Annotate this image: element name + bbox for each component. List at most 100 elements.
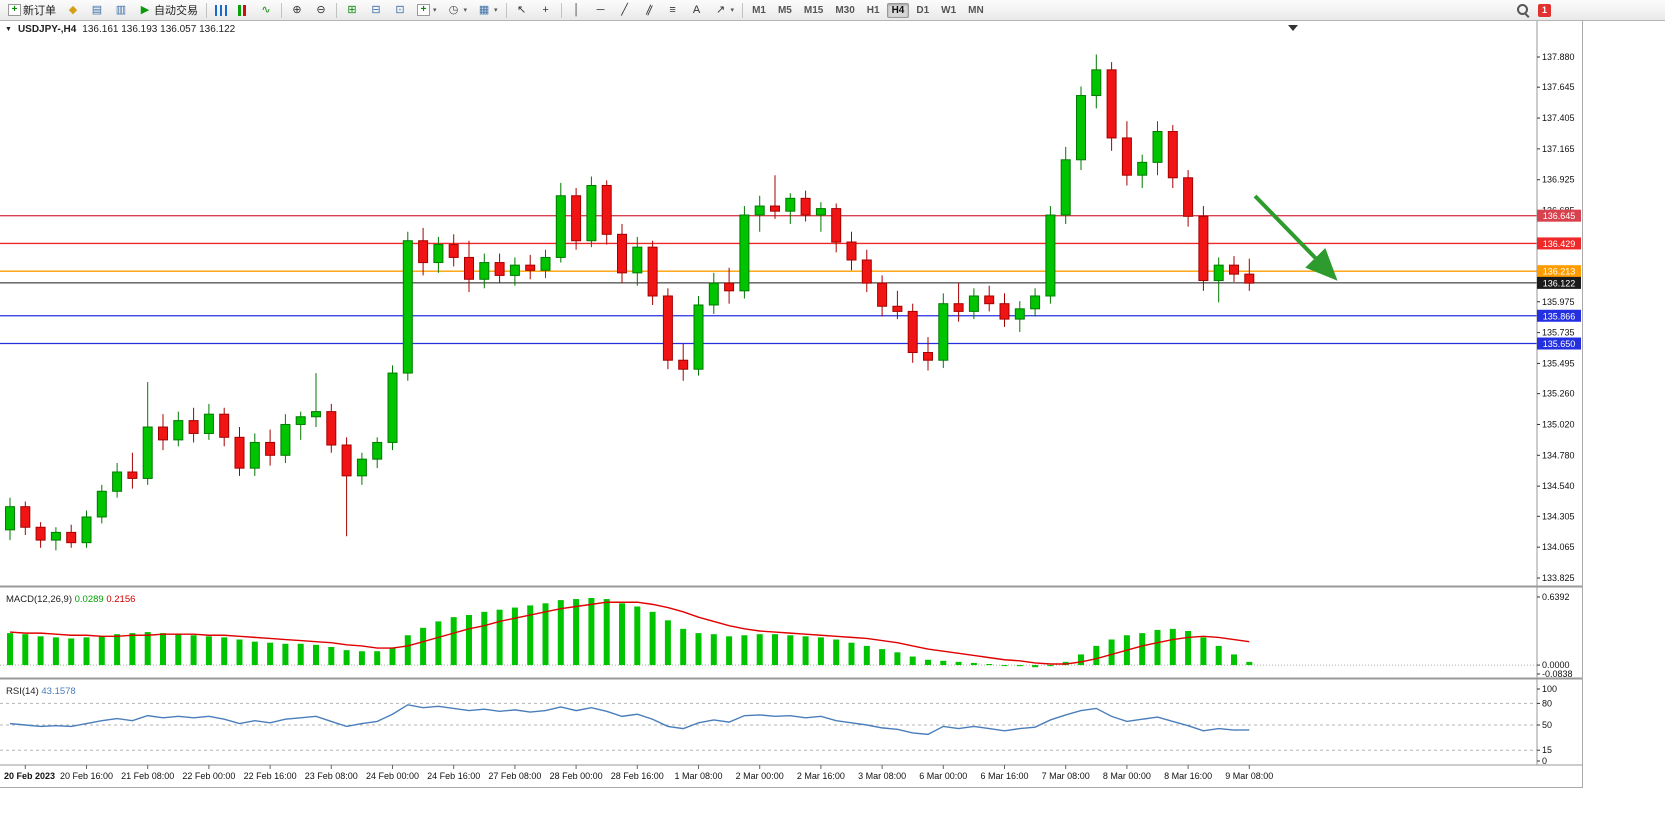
trend-arrow-annotation[interactable] — [1253, 194, 1338, 281]
channel-button[interactable]: ∥ — [638, 2, 660, 19]
macd-axis-tick: 0.0000 — [1542, 660, 1570, 670]
data-window-button[interactable]: ▥ — [110, 2, 132, 19]
macd-bar — [1001, 665, 1008, 667]
price-badge-136.213: 136.213 — [1537, 265, 1581, 278]
time-axis-label[interactable]: 28 Feb 00:00 — [550, 771, 603, 781]
arrange-windows-button[interactable]: ⊡ — [389, 2, 411, 19]
time-axis-label[interactable]: 27 Feb 08:00 — [488, 771, 541, 781]
crosshair-button[interactable]: + — [535, 2, 557, 19]
cursor-button[interactable]: ↖ — [511, 2, 533, 19]
timeframe-h1[interactable]: H1 — [862, 3, 885, 18]
zoom-out-button[interactable]: ⊖ — [310, 2, 332, 19]
line-chart-button[interactable]: ∿ — [255, 2, 277, 19]
notification-badge[interactable]: 1 — [1538, 3, 1551, 17]
candle — [341, 437, 352, 537]
timeframe-d1[interactable]: D1 — [911, 3, 934, 18]
time-axis-label[interactable]: 6 Mar 16:00 — [980, 771, 1028, 781]
price-axis-tick: 135.020 — [1542, 419, 1575, 429]
macd-axis-tick: 0.6392 — [1542, 592, 1570, 602]
time-axis-label[interactable]: 23 Feb 08:00 — [305, 771, 358, 781]
autotrading-button[interactable]: ▶ 自动交易 — [134, 0, 202, 20]
candle — [219, 407, 230, 447]
candle — [662, 288, 673, 370]
time-axis-label[interactable]: 7 Mar 08:00 — [1042, 771, 1090, 781]
price-axis-tick: 135.260 — [1542, 389, 1575, 399]
search-icon[interactable] — [1516, 3, 1530, 17]
tile-windows-button[interactable]: ⊞ — [341, 2, 363, 19]
templates-button[interactable]: ▦ ▾ — [473, 2, 502, 19]
time-axis-label[interactable]: 21 Feb 08:00 — [121, 771, 174, 781]
candle — [1091, 54, 1102, 109]
macd-bar — [1032, 665, 1039, 668]
macd-bar — [7, 633, 13, 666]
fibonacci-button[interactable]: ≡ — [662, 2, 684, 19]
zoom-in-button[interactable]: ⊕ — [286, 2, 308, 19]
time-axis-label[interactable]: 3 Mar 08:00 — [858, 771, 906, 781]
timeframe-m30[interactable]: M30 — [830, 3, 859, 18]
time-axis-label[interactable]: 1 Mar 08:00 — [674, 771, 722, 781]
macd-bar — [802, 636, 809, 666]
time-axis-label[interactable]: 28 Feb 16:00 — [611, 771, 664, 781]
timeframe-mn[interactable]: MN — [963, 3, 989, 18]
horizontal-line-button[interactable]: ─ — [590, 2, 612, 19]
timeframe-m5[interactable]: M5 — [773, 3, 797, 18]
time-axis-label[interactable]: 8 Mar 16:00 — [1164, 771, 1212, 781]
time-axis-label[interactable]: 20 Feb 16:00 — [60, 771, 113, 781]
timeframe-h4-label: H4 — [891, 4, 905, 16]
time-axis-label[interactable]: 24 Feb 00:00 — [366, 771, 419, 781]
vline-icon: │ — [573, 3, 580, 16]
macd-bar — [664, 620, 671, 666]
price-axis-tick: 137.165 — [1542, 144, 1575, 154]
price-axis-tick: 135.975 — [1542, 297, 1575, 307]
vertical-line-button[interactable]: │ — [566, 2, 588, 19]
rsi-axis-tick: 100 — [1542, 684, 1557, 694]
indicators-button[interactable]: + ▾ — [413, 2, 441, 18]
profile-button[interactable]: ▤ — [86, 2, 108, 19]
macd-bar — [205, 636, 212, 666]
chart-shift-marker[interactable] — [1288, 25, 1298, 31]
macd-bar — [129, 633, 136, 666]
time-axis-label[interactable]: 22 Feb 00:00 — [182, 771, 235, 781]
chart-canvas[interactable]: 137.880 137.645 137.405 137.165 136.925 136.6… — [0, 21, 1582, 787]
timeframe-w1[interactable]: W1 — [936, 3, 961, 18]
candle — [158, 414, 168, 451]
candle — [20, 501, 31, 535]
time-axis-label[interactable]: 2 Mar 16:00 — [797, 771, 845, 781]
fibonacci-icon: ≡ — [669, 3, 676, 16]
dropdown-arrow-icon[interactable]: ▾ — [494, 7, 498, 14]
chart-window-button[interactable]: ◆ — [62, 2, 84, 19]
timeframe-h4[interactable]: H4 — [886, 2, 910, 18]
periods-button[interactable]: ◷ ▾ — [443, 2, 472, 19]
macd-bar — [986, 664, 993, 666]
candle — [127, 452, 138, 489]
timeframe-m1[interactable]: M1 — [747, 3, 771, 18]
one-click-trading-arrow-icon[interactable]: ▼ — [5, 26, 12, 33]
time-axis-label[interactable]: 8 Mar 00:00 — [1103, 771, 1151, 781]
timeframe-w1-label: W1 — [941, 4, 957, 16]
trendline-button[interactable]: ╱ — [614, 2, 636, 19]
macd-bar — [925, 659, 931, 666]
candle — [509, 257, 520, 286]
candlestick-chart-button[interactable] — [233, 3, 253, 18]
price-axis-tick: 133.825 — [1542, 573, 1575, 583]
macd-bar — [1078, 654, 1084, 666]
timeframe-m30-label: M30 — [835, 4, 855, 16]
time-axis-label[interactable]: 2 Mar 00:00 — [736, 771, 784, 781]
cascade-windows-button[interactable]: ⊟ — [365, 2, 387, 19]
zoom-out-icon: ⊖ — [316, 3, 326, 16]
time-axis-label[interactable]: 24 Feb 16:00 — [427, 771, 480, 781]
text-label-button[interactable]: A — [686, 2, 708, 19]
dropdown-arrow-icon[interactable]: ▾ — [463, 7, 468, 14]
candle — [601, 180, 612, 245]
dropdown-arrow-icon[interactable]: ▾ — [433, 7, 437, 14]
bar-chart-button[interactable] — [211, 3, 231, 18]
candle — [433, 236, 444, 273]
arrows-button[interactable]: ↗ ▾ — [710, 2, 739, 19]
new-order-button[interactable]: + 新订单 — [4, 0, 60, 20]
time-axis-label[interactable]: 22 Feb 16:00 — [244, 771, 297, 781]
time-axis-label[interactable]: 20 Feb 2023 — [4, 771, 55, 781]
dropdown-arrow-icon[interactable]: ▾ — [730, 7, 735, 14]
timeframe-m15[interactable]: M15 — [799, 3, 828, 18]
time-axis-label[interactable]: 9 Mar 08:00 — [1225, 771, 1273, 781]
time-axis-label[interactable]: 6 Mar 00:00 — [919, 771, 967, 781]
